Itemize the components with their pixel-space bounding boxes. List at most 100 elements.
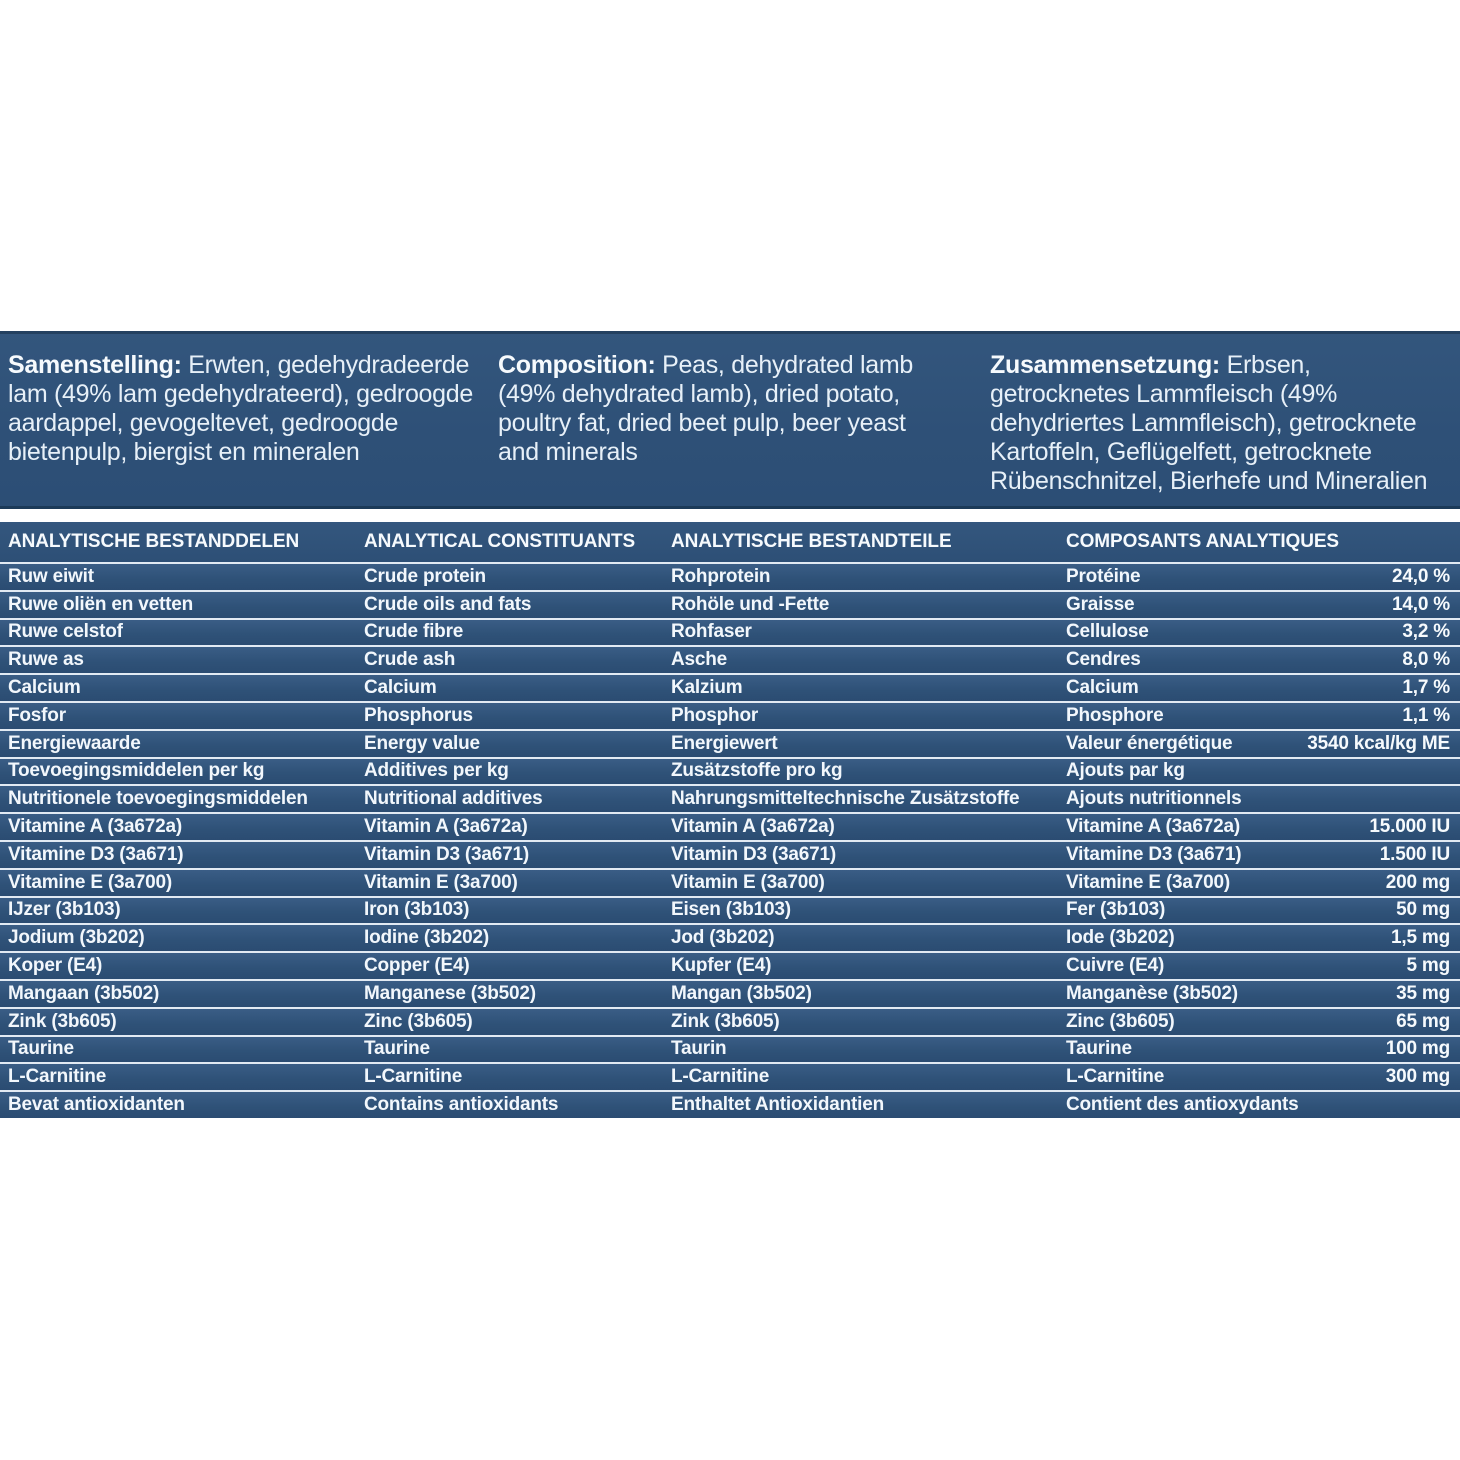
row-cell-nl: Ruwe as xyxy=(8,649,84,671)
row-cell-fr-and-value: Taurine 100 mg xyxy=(1066,1038,1460,1060)
row-value: 5 mg xyxy=(1406,955,1450,977)
row-cell-fr-and-value: Valeur énergétique 3540 kcal/kg ME xyxy=(1066,733,1460,755)
row-cell-nl: Calcium xyxy=(8,677,81,699)
table-row: Vitamine E (3a700) Vitamin E (3a700) Vitam… xyxy=(0,867,1460,896)
header-cell-nl: ANALYTISCHE BESTANDDELEN xyxy=(8,531,300,552)
row-cell-fr: Cellulose xyxy=(1066,621,1149,643)
row-cell-en: Iron (3b103) xyxy=(364,899,470,921)
row-cell-fr-and-value: Vitamine D3 (3a671) 1.500 IU xyxy=(1066,844,1460,866)
table-row: Vitamine D3 (3a671) Vitamin D3 (3a671) Vit… xyxy=(0,839,1460,868)
row-cell-fr-and-value: Ajouts nutritionnels xyxy=(1066,788,1460,810)
composition-block-de: Zusammensetzung: Erbsen, getrocknetes La… xyxy=(990,351,1456,496)
table-row: Ruwe as Crude ash Asche Cendres 8,0 % xyxy=(0,645,1460,674)
row-cell-en: Phosphorus xyxy=(364,704,473,726)
composition-lead-de: Zusammensetzung: xyxy=(990,351,1227,379)
row-cell-fr-and-value: Fer (3b103) 50 mg xyxy=(1066,899,1460,921)
table-row: Zink (3b605) Zinc (3b605) Zink (3b605) Zinc… xyxy=(0,1006,1460,1035)
composition-block-nl: Samenstelling: Erwten, gedehydradeerde l… xyxy=(8,351,476,467)
table-row: Vitamine A (3a672a) Vitamin A (3a672a) Vit… xyxy=(0,812,1460,840)
table-row: Mangaan (3b502) Manganese (3b502) Mangan (… xyxy=(0,978,1460,1007)
row-cell-en: Crude protein xyxy=(364,565,486,587)
row-cell-de: Jod (3b202) xyxy=(671,927,775,949)
table-header-row: ANALYTISCHE BESTANDDELEN ANALYTICAL CONS… xyxy=(0,522,1460,562)
row-cell-fr: Calcium xyxy=(1066,677,1139,699)
row-cell-de: Zink (3b605) xyxy=(671,1010,780,1032)
table-row: Taurine Taurine Taurin Taurine 100 mg xyxy=(0,1034,1460,1063)
row-cell-en: Vitamin A (3a672a) xyxy=(364,816,528,838)
row-cell-fr-and-value: Vitamine A (3a672a) 15.000 IU xyxy=(1066,816,1460,838)
table-row: Nutritionele toevoegingsmiddelen Nutritio… xyxy=(0,784,1460,813)
table-row: Koper (E4) Copper (E4) Kupfer (E4) Cuivre (… xyxy=(0,951,1460,979)
row-cell-de: Enthaltet Antioxidantien xyxy=(671,1094,884,1116)
row-value: 300 mg xyxy=(1385,1066,1450,1088)
row-cell-de: Asche xyxy=(671,649,728,671)
row-cell-nl: Vitamine D3 (3a671) xyxy=(8,843,184,865)
row-cell-fr: Taurine xyxy=(1066,1038,1132,1060)
row-value: 65 mg xyxy=(1396,1010,1450,1032)
row-cell-de: Kupfer (E4) xyxy=(671,955,772,977)
composition-lead-nl: Samenstelling: xyxy=(8,351,189,379)
row-cell-fr: Ajouts par kg xyxy=(1066,760,1185,782)
row-value: 3,2 % xyxy=(1402,621,1450,643)
row-cell-de: Energiewert xyxy=(671,732,778,754)
row-cell-de: Mangan (3b502) xyxy=(671,982,812,1004)
row-cell-de: Vitamin A (3a672a) xyxy=(671,816,835,838)
table-row: L-Carnitine L-Carnitine L-Carnitine L-Carni… xyxy=(0,1062,1460,1091)
table-row: Calcium Calcium Kalzium Calcium 1,7 % xyxy=(0,673,1460,701)
row-cell-de: L-Carnitine xyxy=(671,1066,770,1088)
row-cell-fr-and-value: Cellulose 3,2 % xyxy=(1066,621,1460,643)
row-cell-nl: Jodium (3b202) xyxy=(8,927,145,949)
table-row: Toevoegingsmiddelen per kg Additives per … xyxy=(0,756,1460,785)
row-cell-fr: Fer (3b103) xyxy=(1066,899,1166,921)
row-value: 50 mg xyxy=(1396,899,1450,921)
row-cell-fr-and-value: Cuivre (E4) 5 mg xyxy=(1066,955,1460,977)
row-cell-fr: Cuivre (E4) xyxy=(1066,955,1165,977)
row-cell-fr-and-value: Contient des antioxydants xyxy=(1066,1094,1460,1116)
row-value: 3540 kcal/kg ME xyxy=(1307,732,1450,754)
row-cell-fr: Vitamine D3 (3a671) xyxy=(1066,843,1242,865)
analytical-table: ANALYTISCHE BESTANDDELEN ANALYTICAL CONS… xyxy=(0,522,1460,1118)
row-cell-fr: Zinc (3b605) xyxy=(1066,1010,1175,1032)
row-cell-fr-and-value: Manganèse (3b502) 35 mg xyxy=(1066,983,1460,1005)
composition-text-nl: Erwten, gedehydradeerde lam (49% lam ged… xyxy=(8,351,473,466)
row-cell-en: Manganese (3b502) xyxy=(364,982,536,1004)
header-cell-en: ANALYTICAL CONSTITUANTS xyxy=(364,531,636,552)
row-cell-fr-and-value: Vitamine E (3a700) 200 mg xyxy=(1066,872,1460,894)
table-row: Ruw eiwit Crude protein Rohprotein Protéine… xyxy=(0,562,1460,590)
row-cell-en: Vitamin E (3a700) xyxy=(364,871,518,893)
header-cell-fr: COMPOSANTS ANALYTIQUES xyxy=(1066,531,1339,552)
row-cell-fr: Phosphore xyxy=(1066,704,1164,726)
row-cell-nl: Nutritionele toevoegingsmiddelen xyxy=(8,788,308,810)
row-cell-fr: Vitamine E (3a700) xyxy=(1066,871,1230,893)
row-cell-en: Taurine xyxy=(364,1038,430,1060)
row-value: 200 mg xyxy=(1385,871,1450,893)
composition-block-en: Composition: Peas, dehydrated lamb (49% … xyxy=(498,351,940,467)
row-cell-en: Calcium xyxy=(364,677,437,699)
row-cell-fr: Protéine xyxy=(1066,565,1141,587)
row-cell-en: Additives per kg xyxy=(364,760,509,782)
row-cell-nl: Ruw eiwit xyxy=(8,565,94,587)
row-cell-nl: Ruwe celstof xyxy=(8,621,123,643)
row-cell-nl: Toevoegingsmiddelen per kg xyxy=(8,760,265,782)
row-cell-en: Crude oils and fats xyxy=(364,593,532,615)
row-value: 1,1 % xyxy=(1402,704,1450,726)
row-cell-de: Phosphor xyxy=(671,704,759,726)
row-value: 14,0 % xyxy=(1392,593,1450,615)
row-cell-nl: Fosfor xyxy=(8,704,66,726)
header-cell-de: ANALYTISCHE BESTANDTEILE xyxy=(671,531,952,552)
table-row: Ruwe celstof Crude fibre Rohfaser Cellulose… xyxy=(0,617,1460,646)
table-row: Bevat antioxidanten Contains antioxidants… xyxy=(0,1090,1460,1118)
row-cell-fr: Iode (3b202) xyxy=(1066,927,1175,949)
row-value: 100 mg xyxy=(1385,1038,1450,1060)
row-cell-de: Eisen (3b103) xyxy=(671,899,791,921)
row-cell-de: Rohprotein xyxy=(671,565,771,587)
row-cell-fr-and-value: Calcium 1,7 % xyxy=(1066,677,1460,699)
row-cell-fr-and-value: Protéine 24,0 % xyxy=(1066,566,1460,588)
table-row: Ruwe oliën en vetten Crude oils and fats R… xyxy=(0,589,1460,618)
row-cell-nl: Vitamine A (3a672a) xyxy=(8,816,182,838)
composition-section: Samenstelling: Erwten, gedehydradeerde l… xyxy=(0,331,1460,506)
composition-text-de: Erbsen, getrocknetes Lammfleisch (49% de… xyxy=(990,351,1428,495)
row-cell-en: Contains antioxidants xyxy=(364,1094,559,1116)
row-cell-de: Vitamin E (3a700) xyxy=(671,871,825,893)
